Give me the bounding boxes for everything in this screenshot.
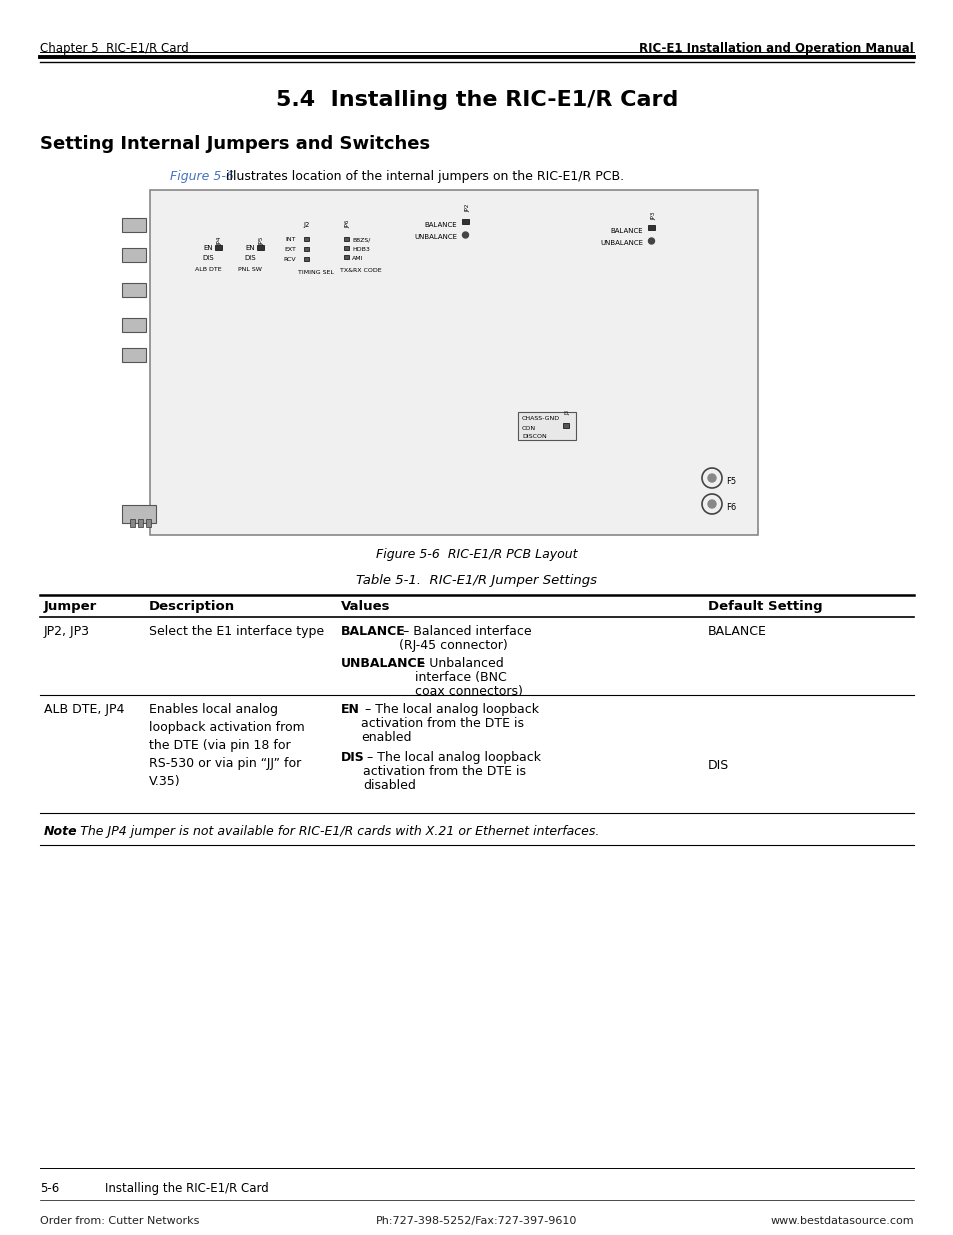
Text: TIMING SEL: TIMING SEL	[297, 270, 334, 275]
FancyBboxPatch shape	[214, 245, 222, 249]
Text: JP5: JP5	[259, 237, 264, 246]
Text: DISCON: DISCON	[521, 433, 546, 438]
Text: Chapter 5  RIC-E1/R Card: Chapter 5 RIC-E1/R Card	[40, 42, 189, 56]
FancyBboxPatch shape	[344, 254, 349, 259]
FancyBboxPatch shape	[304, 247, 309, 251]
Text: Setting Internal Jumpers and Switches: Setting Internal Jumpers and Switches	[40, 135, 430, 153]
FancyBboxPatch shape	[138, 519, 143, 527]
Text: TX&RX CODE: TX&RX CODE	[339, 268, 381, 273]
Text: DIS: DIS	[341, 751, 365, 764]
Text: EN: EN	[245, 245, 254, 251]
Text: BALANCE: BALANCE	[707, 625, 766, 638]
Text: RIC-E1 Installation and Operation Manual: RIC-E1 Installation and Operation Manual	[639, 42, 913, 56]
Text: INT: INT	[285, 237, 295, 242]
Text: Order from: Cutter Networks: Order from: Cutter Networks	[40, 1216, 199, 1226]
Text: Description: Description	[149, 600, 234, 613]
Circle shape	[707, 474, 716, 482]
Text: B8ZS/: B8ZS/	[352, 238, 370, 243]
Text: Select the E1 interface type: Select the E1 interface type	[149, 625, 324, 638]
Text: RCV: RCV	[283, 257, 295, 262]
Text: – Unbalanced: – Unbalanced	[415, 657, 503, 671]
Text: UNBALANCE: UNBALANCE	[599, 240, 642, 246]
Text: EN: EN	[341, 703, 359, 716]
Circle shape	[707, 500, 716, 508]
Text: AMI: AMI	[352, 256, 363, 261]
Text: ALB DTE: ALB DTE	[194, 267, 221, 272]
FancyBboxPatch shape	[256, 245, 264, 249]
FancyBboxPatch shape	[304, 237, 309, 241]
Text: CON: CON	[521, 426, 536, 431]
Text: activation from the DTE is: activation from the DTE is	[363, 764, 526, 778]
Text: Values: Values	[341, 600, 390, 613]
FancyBboxPatch shape	[122, 317, 146, 332]
FancyBboxPatch shape	[130, 519, 135, 527]
Circle shape	[462, 232, 468, 238]
Text: enabled: enabled	[361, 731, 412, 743]
Text: activation from the DTE is: activation from the DTE is	[361, 718, 523, 730]
Text: Figure 5-6  RIC-E1/R PCB Layout: Figure 5-6 RIC-E1/R PCB Layout	[375, 548, 578, 561]
Text: illustrates location of the internal jumpers on the RIC-E1/R PCB.: illustrates location of the internal jum…	[222, 170, 623, 183]
Text: BALANCE: BALANCE	[341, 625, 405, 638]
Circle shape	[648, 238, 654, 245]
Text: DIS: DIS	[202, 254, 213, 261]
Text: DIS: DIS	[244, 254, 255, 261]
Text: DIS: DIS	[707, 760, 729, 772]
Text: – The local analog loopback: – The local analog loopback	[361, 703, 538, 716]
Text: Figure 5-6: Figure 5-6	[170, 170, 233, 183]
Text: interface (BNC: interface (BNC	[415, 671, 506, 684]
Text: : The JP4 jumper is not available for RIC-E1/R cards with X.21 or Ethernet inter: : The JP4 jumper is not available for RI…	[71, 825, 598, 839]
Text: BALANCE: BALANCE	[610, 228, 642, 233]
Text: (RJ-45 connector): (RJ-45 connector)	[398, 638, 507, 652]
FancyBboxPatch shape	[461, 219, 469, 224]
FancyBboxPatch shape	[647, 225, 655, 230]
Text: F5: F5	[725, 477, 736, 485]
Text: coax connectors): coax connectors)	[415, 685, 522, 698]
Text: – The local analog loopback: – The local analog loopback	[363, 751, 540, 764]
Text: Jumper: Jumper	[44, 600, 97, 613]
Text: Table 5-1.  RIC-E1/R Jumper Settings: Table 5-1. RIC-E1/R Jumper Settings	[356, 574, 597, 587]
FancyBboxPatch shape	[517, 412, 576, 440]
Text: 5-6: 5-6	[40, 1182, 59, 1195]
FancyBboxPatch shape	[304, 257, 309, 261]
Text: Note: Note	[44, 825, 77, 839]
Text: JP6: JP6	[345, 220, 350, 228]
Text: Ph:727-398-5252/Fax:727-397-9610: Ph:727-398-5252/Fax:727-397-9610	[375, 1216, 578, 1226]
FancyBboxPatch shape	[122, 248, 146, 262]
FancyBboxPatch shape	[122, 219, 146, 232]
Text: Enables local analog
loopback activation from
the DTE (via pin 18 for
RS-530 or : Enables local analog loopback activation…	[149, 703, 304, 788]
Text: Default Setting: Default Setting	[707, 600, 822, 613]
Text: UNBALANCE: UNBALANCE	[341, 657, 426, 671]
Text: JP3: JP3	[651, 212, 656, 220]
FancyBboxPatch shape	[122, 505, 156, 522]
Text: – Balanced interface: – Balanced interface	[398, 625, 531, 638]
FancyBboxPatch shape	[344, 246, 349, 249]
FancyBboxPatch shape	[122, 348, 146, 362]
Text: JP2, JP3: JP2, JP3	[44, 625, 90, 638]
Text: ALB DTE, JP4: ALB DTE, JP4	[44, 703, 124, 716]
Text: JP4: JP4	[217, 237, 222, 246]
Text: PNL SW: PNL SW	[238, 267, 262, 272]
FancyBboxPatch shape	[150, 190, 758, 535]
FancyBboxPatch shape	[344, 237, 349, 241]
Text: J3: J3	[565, 410, 570, 415]
Text: JP2: JP2	[465, 204, 470, 212]
Text: 5.4  Installing the RIC-E1/R Card: 5.4 Installing the RIC-E1/R Card	[275, 90, 678, 110]
Text: BALANCE: BALANCE	[424, 222, 456, 228]
Text: J2: J2	[303, 222, 310, 228]
Text: HDB3: HDB3	[352, 247, 370, 252]
Text: F6: F6	[725, 503, 736, 511]
FancyBboxPatch shape	[122, 283, 146, 296]
Text: disabled: disabled	[363, 779, 416, 792]
Text: CHASS-GND: CHASS-GND	[521, 416, 559, 421]
Text: EN: EN	[203, 245, 213, 251]
Text: UNBALANCE: UNBALANCE	[414, 233, 456, 240]
Text: www.bestdatasource.com: www.bestdatasource.com	[770, 1216, 913, 1226]
FancyBboxPatch shape	[562, 424, 568, 429]
Text: Installing the RIC-E1/R Card: Installing the RIC-E1/R Card	[105, 1182, 269, 1195]
Text: EXT: EXT	[284, 247, 295, 252]
FancyBboxPatch shape	[146, 519, 151, 527]
